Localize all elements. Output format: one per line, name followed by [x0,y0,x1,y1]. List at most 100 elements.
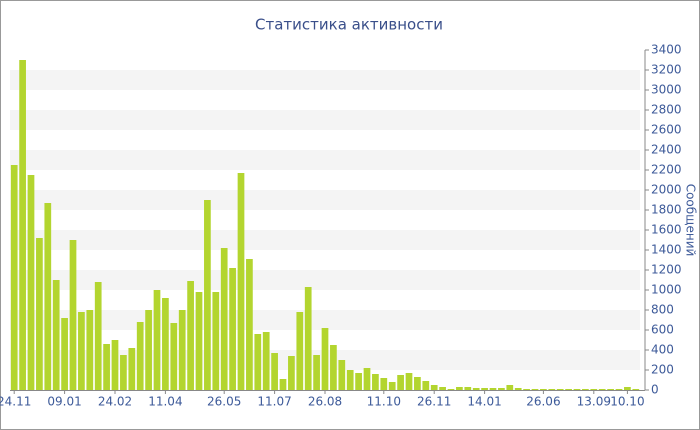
bar [556,389,564,390]
x-tick-label: 09.01 [47,395,81,409]
x-tick-label: 26.11 [417,395,451,409]
chart-title: Статистика активности [255,16,443,34]
bar [498,388,505,390]
y-tick-label: 2800 [651,103,682,117]
bar [414,377,421,390]
x-tick-label: 11.04 [148,395,182,409]
bar [439,387,446,390]
bar [481,388,488,390]
bar [565,389,572,390]
x-tick-label: 26.05 [207,395,241,409]
x-tick-label: 26.08 [308,395,342,409]
x-tick-label: 14.01 [467,395,501,409]
bar [220,248,228,390]
bar [145,310,152,390]
y-tick-label: 2200 [651,163,682,177]
bar [52,280,60,390]
bar [262,332,270,390]
bar [78,312,85,390]
bar [296,312,304,390]
bar [246,259,253,390]
bar [10,165,18,390]
y-tick-label: 200 [651,363,674,377]
bar [548,389,556,390]
bar [19,60,26,390]
grid-band [10,190,640,210]
bar [187,281,194,390]
bar [36,238,43,390]
bar [86,310,94,390]
bar [405,373,413,390]
y-tick-label: 400 [651,343,674,357]
grid-band [10,150,640,170]
bar [94,282,102,390]
bar [313,355,320,390]
bar [27,175,35,390]
x-tick-label: 24.11 [0,395,31,409]
y-tick-label: 2600 [651,123,682,137]
y-tick-label: 2000 [651,183,682,197]
y-tick-label: 0 [651,383,659,397]
bar [153,290,161,390]
y-tick-label: 1000 [651,283,682,297]
y-tick-label: 1800 [651,203,682,217]
bar [111,340,119,390]
bar [178,310,186,390]
y-tick-label: 600 [651,323,674,337]
bar [615,389,623,390]
bar [229,268,236,390]
bar [590,389,598,390]
x-tick-label: 11.07 [257,395,291,409]
y-tick-label: 3400 [651,43,682,57]
bar [170,323,178,390]
bar [582,389,589,390]
grid-band [10,70,640,90]
bar [506,385,514,390]
bar [204,200,211,390]
bar [44,203,52,390]
y-tick-label: 1600 [651,223,682,237]
bar [472,388,480,390]
bar [430,385,438,390]
bar [120,355,127,390]
y-tick-label: 3000 [651,83,682,97]
bar [346,370,354,390]
y-tick-label: 3200 [651,63,682,77]
bar [271,353,278,390]
grid-band [10,230,640,250]
bar [288,356,295,390]
bar [397,375,404,390]
bar [355,373,362,390]
bar [624,387,631,390]
bar [254,334,262,390]
grid-band [10,310,640,330]
y-tick-label: 800 [651,303,674,317]
bar [103,344,110,390]
bar [69,240,77,390]
bar [540,389,547,390]
bar [128,348,136,390]
bar [61,318,68,390]
x-tick-label: 24.02 [98,395,132,409]
x-tick-label: 13.09 [577,395,611,409]
bar [607,389,614,390]
bar [330,345,337,390]
grid-band [10,270,640,290]
bar [195,292,203,390]
bar [464,387,472,390]
bar [304,287,312,390]
bar [338,360,346,390]
bar [237,173,245,390]
bar [363,368,371,390]
bar [447,389,455,390]
bar [422,381,430,390]
bar [489,388,497,390]
x-tick-label: 11.10 [367,395,401,409]
bar [212,292,220,390]
bar [531,389,539,390]
bar [598,389,606,390]
bar [321,328,329,390]
x-tick-label: 26.06 [526,395,560,409]
bar [372,374,379,390]
